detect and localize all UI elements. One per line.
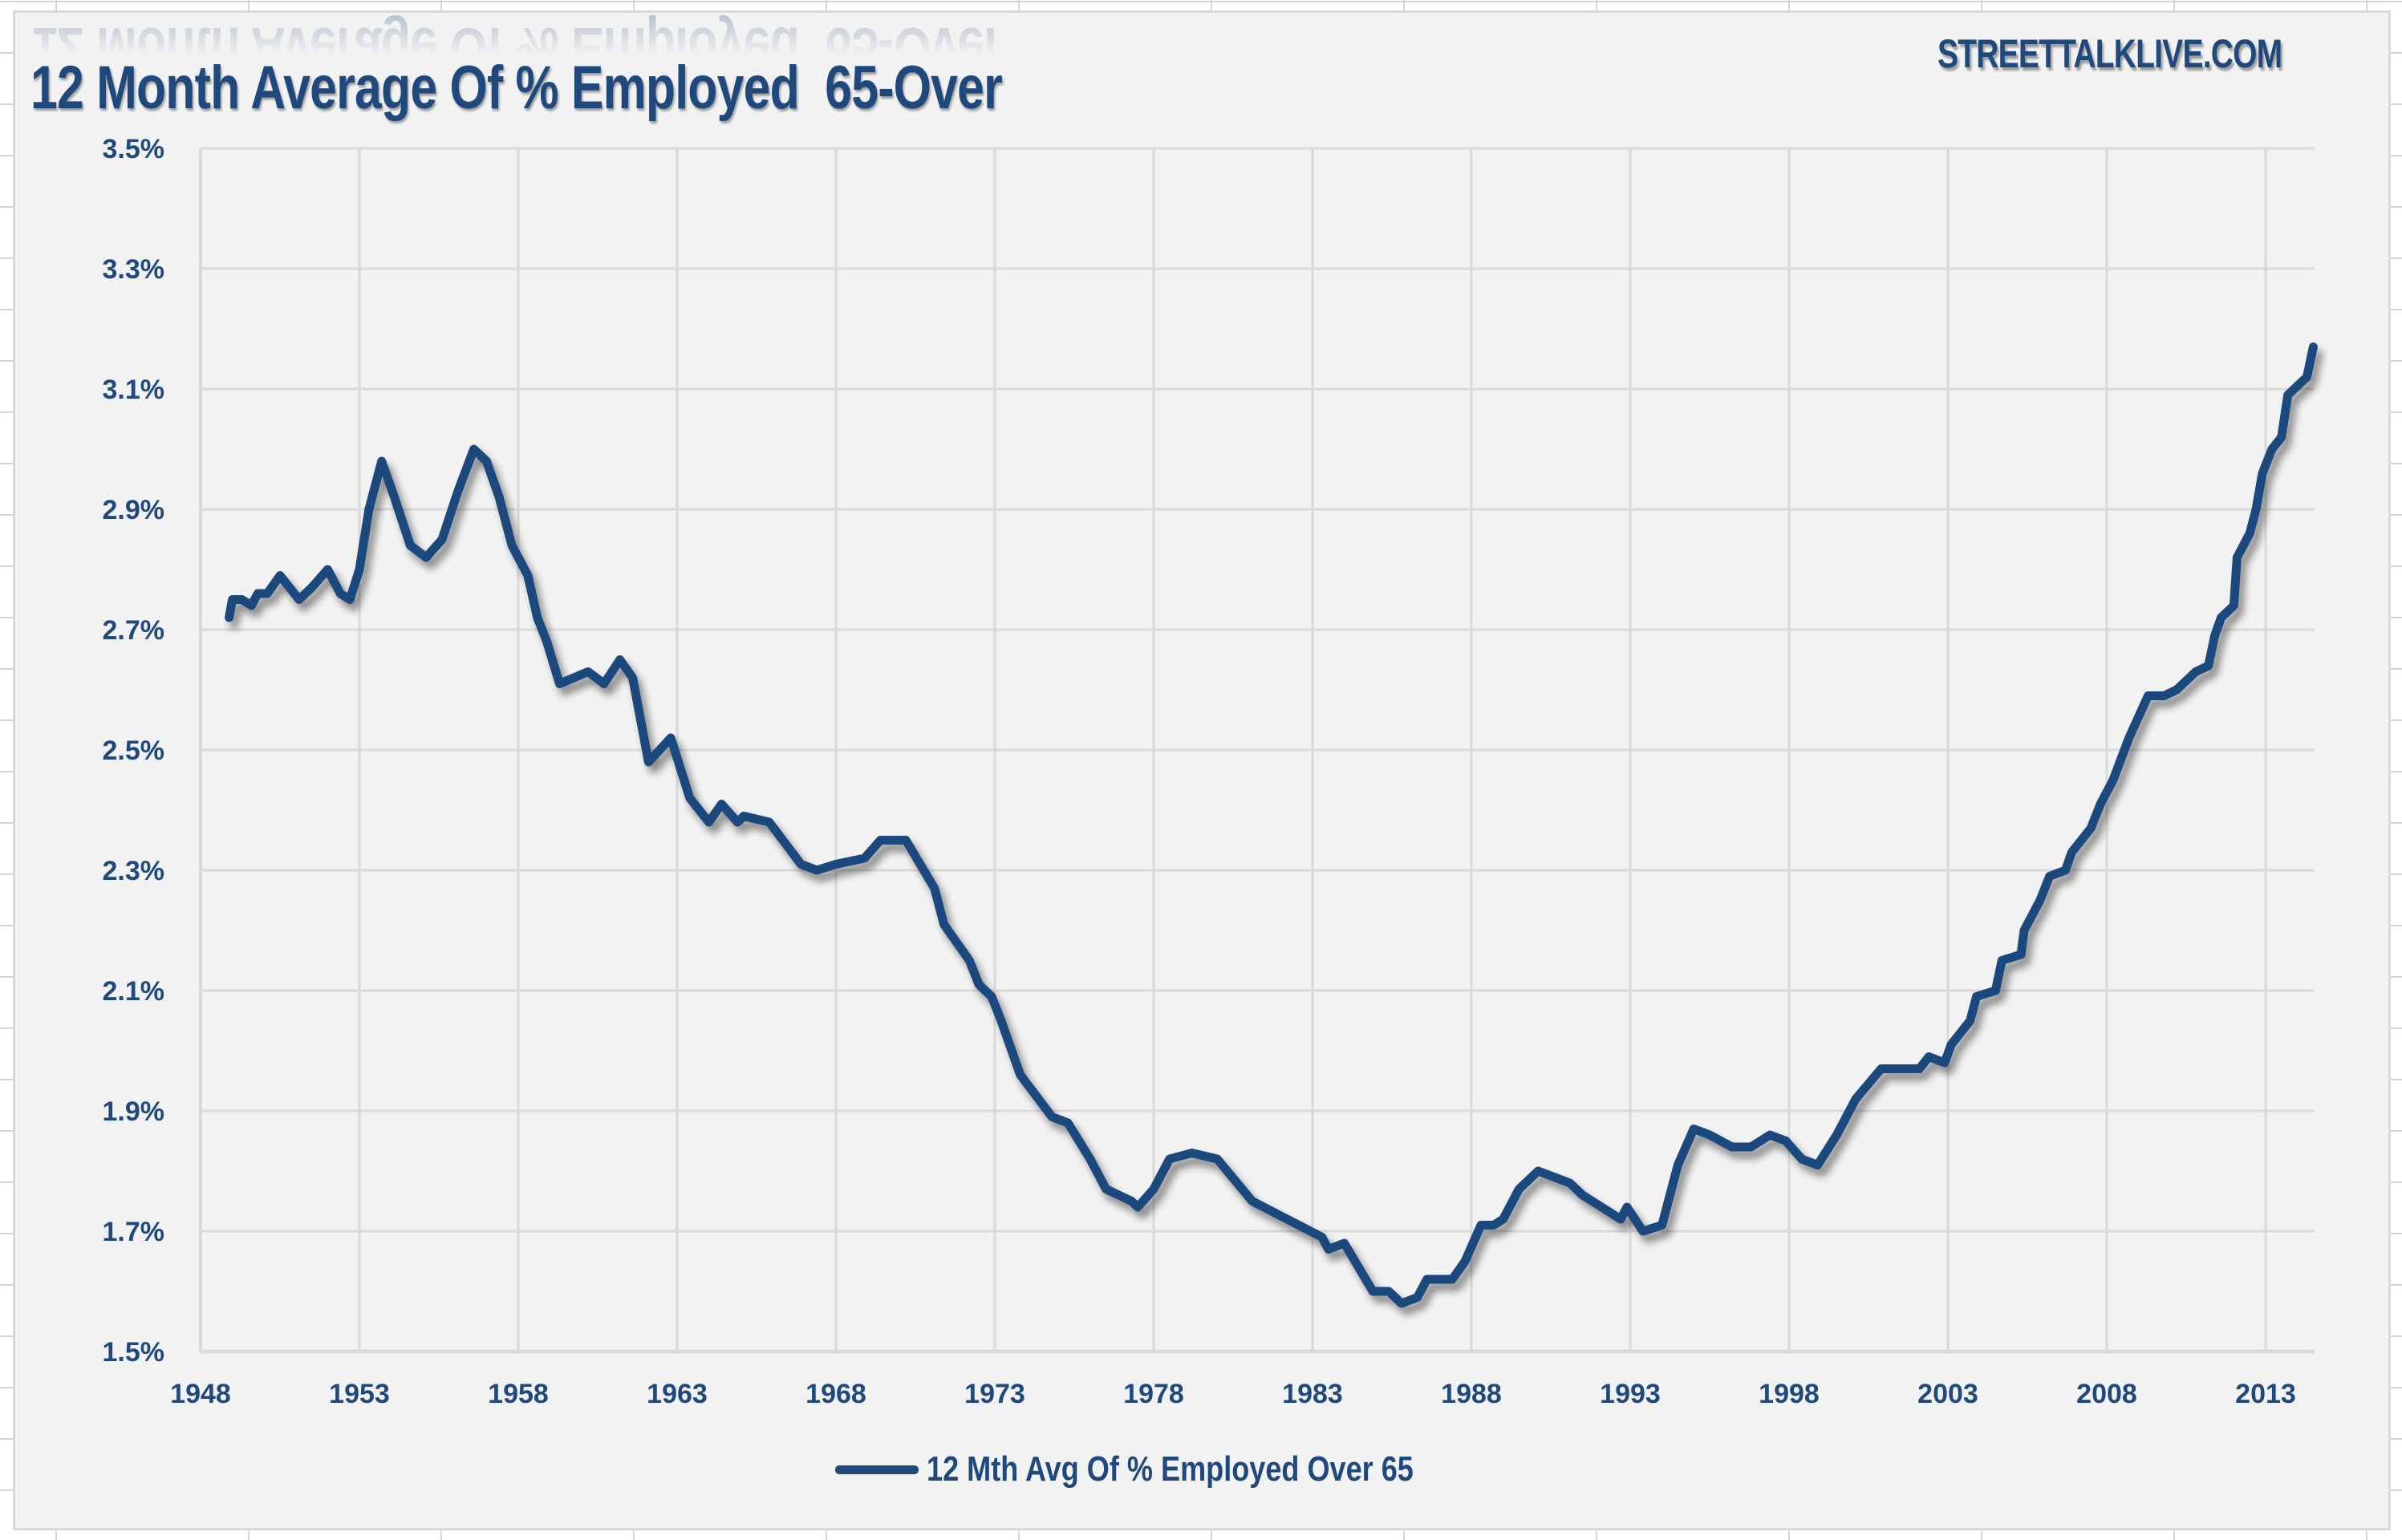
chart-panel[interactable] bbox=[13, 10, 2391, 1530]
series-layer bbox=[225, 342, 2318, 1308]
legend[interactable]: 12 Mth Avg Of % Employed Over 65 bbox=[835, 1444, 1520, 1495]
y-tick-label: 2.7% bbox=[103, 615, 165, 646]
x-tick-label: 1953 bbox=[329, 1379, 390, 1409]
x-tick-label: 1998 bbox=[1759, 1379, 1820, 1409]
legend-line-swatch-icon bbox=[835, 1465, 919, 1474]
y-tick-label: 2.5% bbox=[103, 736, 165, 766]
series-line bbox=[225, 342, 2318, 1308]
x-tick-label: 2013 bbox=[2235, 1379, 2296, 1409]
x-tick-label: 1948 bbox=[170, 1379, 231, 1409]
y-tick-label: 1.9% bbox=[103, 1096, 165, 1127]
x-tick-label: 1978 bbox=[1123, 1379, 1184, 1409]
y-tick-label: 1.5% bbox=[103, 1337, 165, 1368]
y-tick-label: 2.9% bbox=[103, 495, 165, 525]
x-tick-label: 1958 bbox=[488, 1379, 549, 1409]
watermark-logo: STREETTALKLIVE.COM bbox=[1937, 31, 2282, 76]
y-tick-label: 2.1% bbox=[103, 976, 165, 1007]
x-tick-label: 1973 bbox=[964, 1379, 1025, 1409]
chart-title: 12 Month Average Of % Employed 65-Over bbox=[30, 54, 1003, 122]
x-tick-label: 1983 bbox=[1282, 1379, 1343, 1409]
gridlines bbox=[199, 147, 2315, 1354]
x-tick-label: 1963 bbox=[647, 1379, 708, 1409]
y-tick-label: 3.5% bbox=[103, 134, 165, 164]
chart-title-block: 12 Month Average Of % Employed 65-Over 1… bbox=[30, 24, 1003, 122]
y-tick-label: 3.1% bbox=[103, 375, 165, 405]
x-tick-label: 2008 bbox=[2076, 1379, 2137, 1409]
y-axis-tick-labels: 1.5% 1.7% 1.9% 2.1% 2.3% 2.5% 2.7% 2.9% 3.1% 3.3%… bbox=[103, 134, 165, 1368]
y-tick-label: 3.3% bbox=[103, 254, 165, 285]
y-tick-label: 2.3% bbox=[103, 856, 165, 886]
legend-label: 12 Mth Avg Of % Employed Over 65 bbox=[927, 1449, 1414, 1489]
x-tick-label: 1988 bbox=[1441, 1379, 1502, 1409]
x-tick-label: 1993 bbox=[1600, 1379, 1661, 1409]
y-tick-label: 1.7% bbox=[103, 1217, 165, 1247]
x-tick-label: 2003 bbox=[1917, 1379, 1978, 1409]
x-axis-tick-labels: 1948 1953 1958 1963 1968 1973 1978 1983 1988 1993… bbox=[170, 1379, 2296, 1409]
x-tick-label: 1968 bbox=[805, 1379, 866, 1409]
